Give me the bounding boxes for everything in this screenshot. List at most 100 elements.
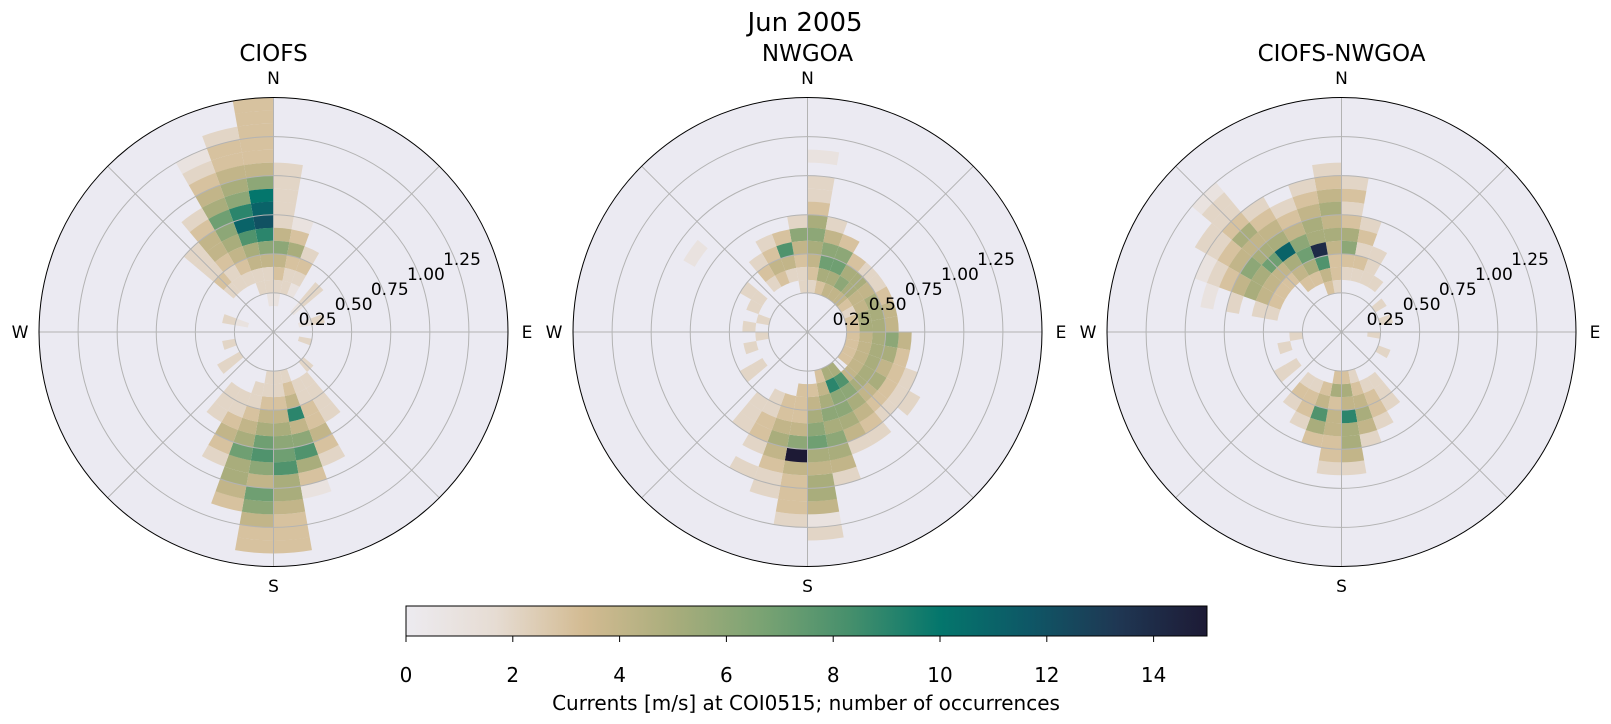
rose-cell [807, 421, 826, 437]
rose-cell [201, 444, 229, 467]
panel-title: CIOFS-NWGOA [1258, 41, 1426, 67]
rose-cell [1368, 399, 1388, 418]
rose-cell [814, 280, 826, 296]
rose-cell [755, 410, 777, 430]
rose-cell [273, 188, 299, 204]
rose-cell [246, 393, 263, 409]
rose-cell [866, 421, 892, 445]
rose-cell [834, 246, 854, 265]
rose-cell [742, 433, 768, 455]
rose-cell [776, 242, 794, 259]
radial-tick-label: 1.25 [977, 250, 1015, 270]
rose-cell [807, 240, 824, 255]
rose-cell [846, 332, 860, 342]
rose-cell [1341, 175, 1369, 191]
rose-cell [1367, 275, 1384, 293]
rose-cell [838, 410, 860, 430]
rose-cell [237, 123, 274, 140]
radial-tick-label: 0.75 [371, 280, 409, 300]
polar-outline [38, 97, 509, 567]
rose-cell [856, 341, 872, 355]
rose-cell [833, 275, 850, 293]
rose-cell [787, 214, 808, 230]
rose-cell [1319, 267, 1333, 284]
rose-cell [756, 314, 771, 326]
rose-cell [1249, 207, 1277, 233]
rose-cell [309, 422, 333, 443]
rose-cell [234, 388, 252, 406]
polar-panel-nwgoa: NWGOA N E S W 0.25 0.50 0.75 1.00 1.25 [546, 41, 1067, 597]
rose-cell [807, 396, 822, 411]
rose-cell [859, 411, 883, 434]
rose-cell [266, 292, 274, 307]
rose-cell [847, 358, 864, 374]
rose-cell [1348, 368, 1360, 384]
rose-cell [1341, 266, 1353, 281]
rose-cell [755, 234, 777, 254]
rose-cell [251, 267, 265, 284]
compass-label-n: N [1335, 69, 1348, 89]
rose-cell [273, 511, 308, 528]
rose-cell [807, 434, 828, 450]
rose-cell [273, 473, 301, 489]
radial-tick-label: 1.25 [443, 250, 481, 270]
rose-cell [834, 399, 854, 418]
rose-cell [856, 309, 872, 323]
rose-cell [827, 442, 853, 461]
rose-cell [837, 351, 853, 366]
polar-panel-ciofs-nwgoa: CIOFS-NWGOA N E S W 0.25 0.50 0.75 1.00 … [1080, 41, 1601, 597]
rose-cell [1276, 209, 1302, 231]
rose-cell [780, 393, 797, 409]
compass-label-e: E [1590, 323, 1601, 343]
rose-cell [1341, 188, 1367, 204]
rose-cell [297, 336, 312, 346]
rose-cell [841, 345, 857, 359]
rose-cell [1359, 216, 1382, 235]
rose-cell [807, 473, 835, 489]
rose-cell [273, 266, 285, 281]
rose-cell [273, 524, 310, 541]
rose-cell [1314, 255, 1331, 271]
rose-cell [1323, 280, 1335, 296]
rose-cell [280, 280, 292, 296]
radial-tick-label: 1.25 [1511, 250, 1549, 270]
rose-cell [257, 409, 274, 424]
rose-cell [1359, 429, 1382, 448]
rose-cell [228, 351, 244, 366]
rose-cell [897, 332, 912, 351]
rose-cell [875, 358, 894, 378]
rose-cell [746, 299, 763, 315]
panel-title: CIOFS [239, 41, 307, 67]
grid-spoke [1175, 331, 1342, 499]
rose-cell [858, 332, 873, 344]
rose-cell [807, 227, 826, 243]
rose-cell [776, 405, 794, 422]
polar-grid [39, 97, 508, 567]
rose-cell [807, 524, 844, 541]
rose-cell [1292, 190, 1319, 210]
rose-cell [1219, 266, 1240, 292]
rose-cell [778, 486, 808, 502]
rose-cell [1355, 405, 1373, 422]
rose-cell [1357, 229, 1378, 247]
rose-cell [240, 270, 256, 287]
rose-cell [250, 201, 274, 217]
rose-cell [310, 314, 325, 326]
rose-cell [296, 454, 323, 474]
rose-cell [1375, 345, 1391, 359]
rose-cell [825, 216, 848, 235]
rose-cell [771, 417, 792, 435]
polar-outline [1106, 97, 1577, 567]
rose-cell [816, 380, 830, 397]
rose-cell [789, 227, 808, 243]
rose-cell [818, 393, 835, 409]
rose-cell [789, 421, 808, 437]
polar-grid [1107, 97, 1576, 567]
rose-cell [793, 396, 808, 411]
rose-cell [231, 275, 248, 293]
rose-cell [751, 290, 768, 306]
rose-cell [829, 258, 847, 276]
rose-cell [1378, 314, 1393, 326]
rose-cell [273, 486, 303, 502]
